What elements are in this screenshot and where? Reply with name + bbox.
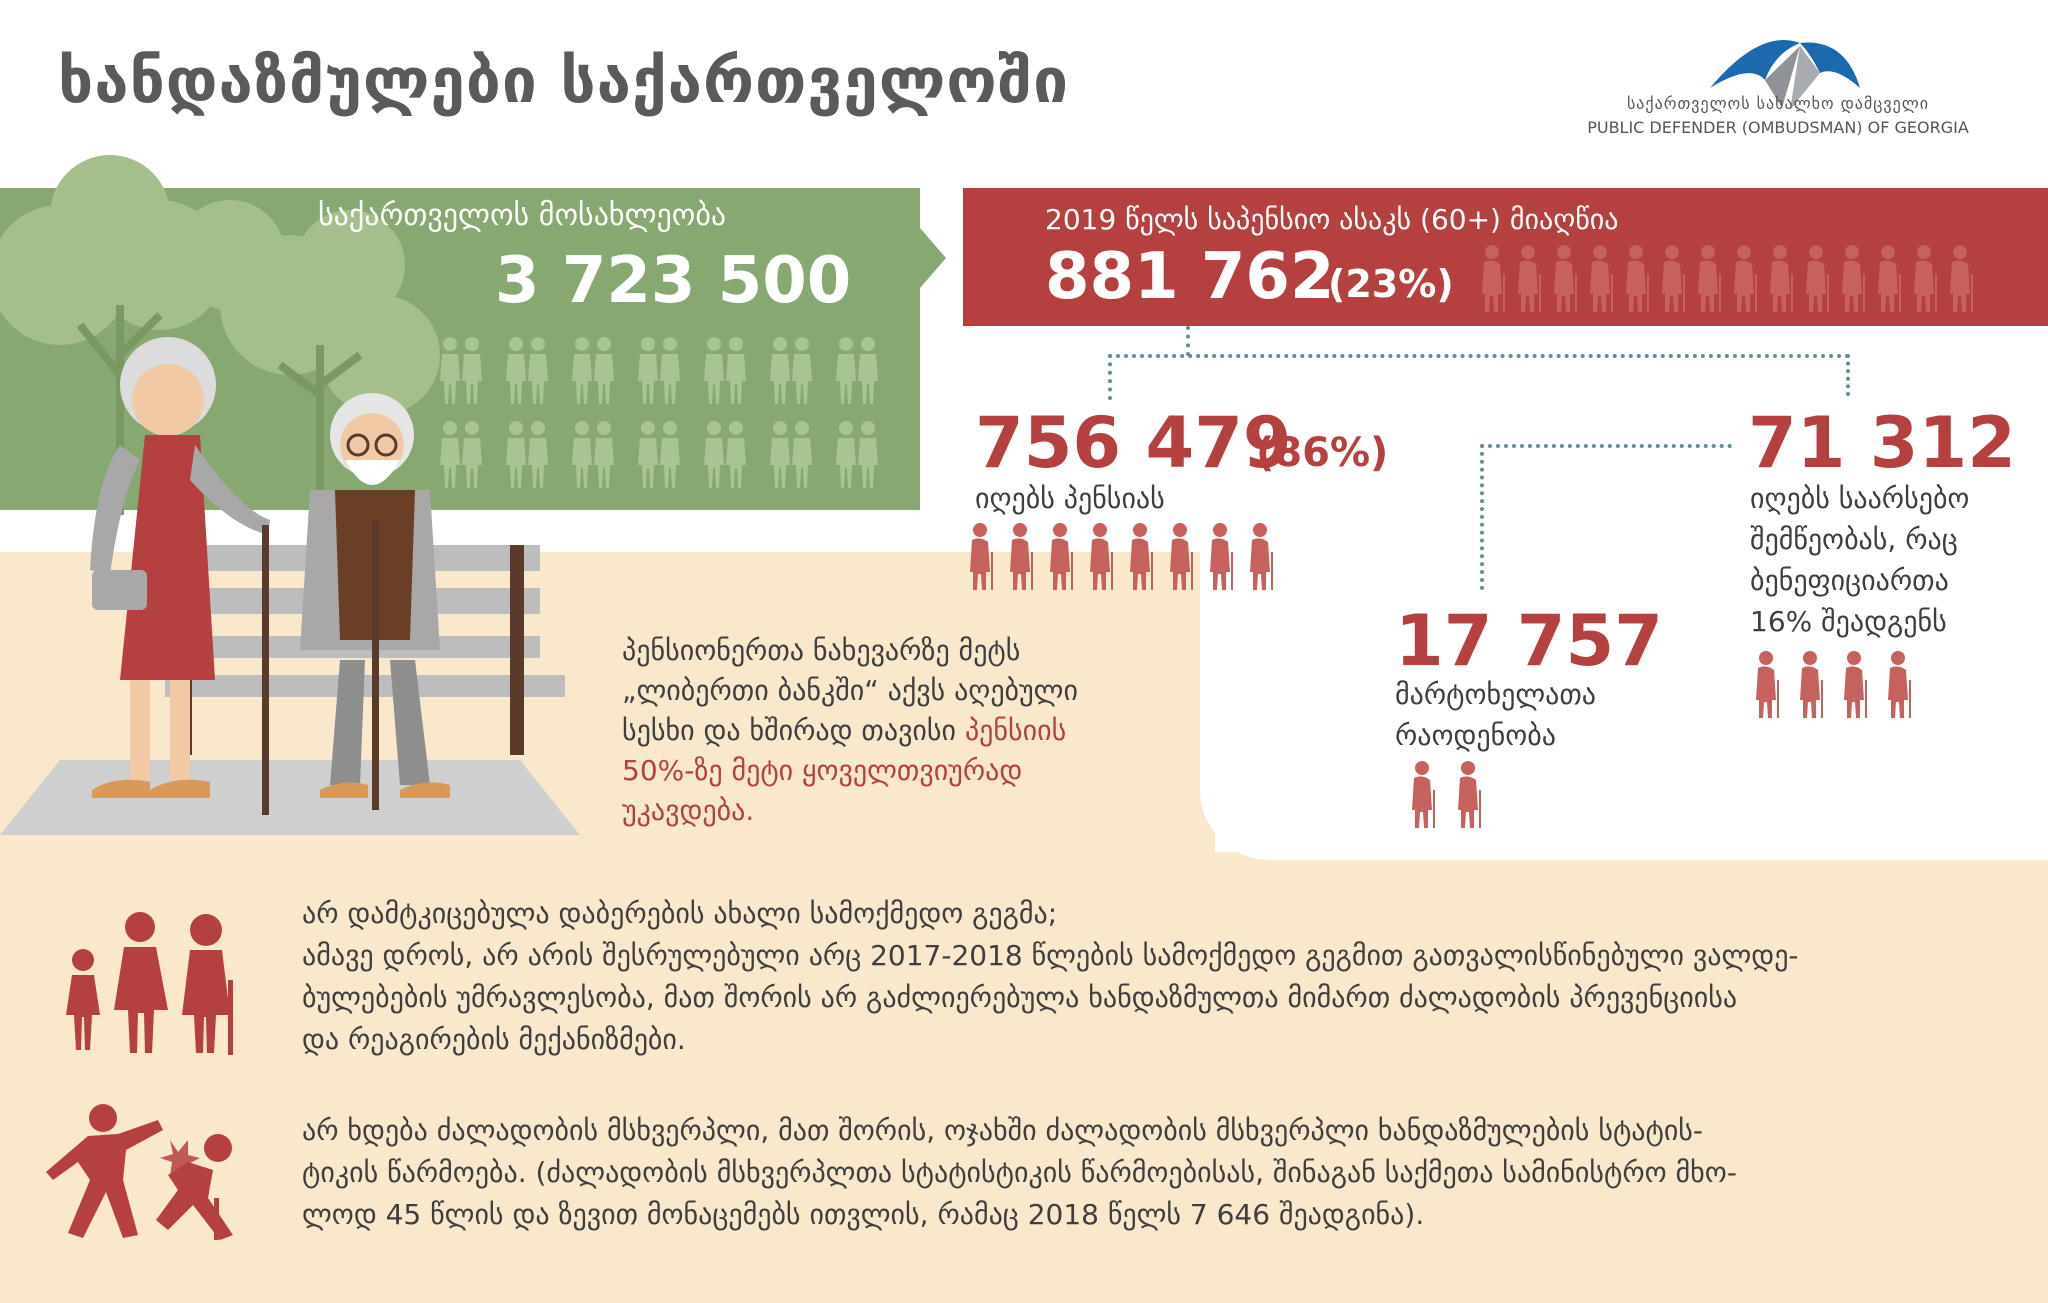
subsistence-label-line: 16% შეადგენს: [1750, 605, 1947, 638]
liberty-bank-line: პენსიონერთა ნახევარზე მეტს: [622, 634, 1021, 667]
single-elderly-label-line: მარტოხელათა: [1395, 678, 1596, 711]
liberty-bank-line: 50%-ზე მეტი ყოველთვიურად: [622, 754, 1023, 787]
subsistence-label-line: შემწეობას, რაც: [1750, 523, 1958, 556]
pension-recipients-label: იღებს პენსიას: [975, 482, 1165, 515]
logo-text-georgian: საქართველოს სახალხო დამცველი: [1626, 94, 1930, 113]
liberty-bank-highlight: პენსიის: [964, 714, 1067, 747]
elderly-person-icon-row: [1756, 651, 1911, 718]
page-title: ხანდაზმულები საქართველოში: [58, 44, 1070, 117]
single-elderly-label-line: რაოდენობა: [1395, 719, 1556, 752]
connector-line: [1480, 444, 1732, 448]
pension-age-label: 2019 წელს საპენსიო ასაკს (60+) მიაღწია: [1045, 203, 1619, 236]
pension-recipients-value: 756 479: [975, 402, 1292, 484]
subsistence-label-line: იღებს საარსებო: [1750, 482, 1970, 515]
cream-background: [0, 852, 2048, 1303]
action-plan-line: ამავე დროს, არ არის შესრულებული არც 2017…: [302, 939, 1799, 972]
elderly-couple-illustration: [0, 337, 580, 835]
elderly-person-icon-row: [970, 523, 1273, 590]
population-value: 3 723 500: [495, 244, 852, 318]
violence-line: ლოდ 45 წლის და ზევით მონაცემებს ითვლის, …: [302, 1198, 1425, 1231]
elderly-person-icon-row: [1482, 245, 1973, 312]
white-stats-area: [1200, 320, 2048, 860]
action-plan-line: და რეაგირების მექანიზმები.: [302, 1023, 686, 1056]
logo-mark: [1710, 40, 1860, 110]
family-icon: [66, 912, 233, 1055]
liberty-bank-line: სესხი და ხშირად თავისი პენსიის: [622, 711, 1078, 751]
connector-line: [1186, 326, 1190, 356]
action-plan-text: არ დამტკიცებულა დაბერების ახალი სამოქმედ…: [302, 893, 1799, 1061]
violence-statistics-text: არ ხდება ძალადობის მსხვერპლი, მათ შორის,…: [302, 1110, 1737, 1236]
connector-line: [1846, 354, 1850, 396]
single-elderly-label: მარტოხელათა რაოდენობა: [1395, 674, 1596, 756]
tree-icon: [0, 155, 440, 515]
subsistence-label-line: ბენეფიციართა: [1750, 564, 1949, 597]
violence-icon: [46, 1104, 233, 1240]
violence-line: ტიკის წარმოება. (ძალადობის მსხვერპლთა სტ…: [302, 1156, 1737, 1189]
pension-age-value: 881 762: [1045, 240, 1335, 314]
liberty-bank-line: უკავდება.: [622, 794, 755, 827]
connector-line: [1480, 444, 1484, 590]
panel-arrow: [920, 228, 946, 288]
connector-line: [1108, 354, 1112, 400]
subsistence-label: იღებს საარსებო შემწეობას, რაც ბენეფიციარ…: [1750, 478, 1969, 642]
connector-line: [1108, 354, 1850, 358]
pension-age-percent: (23%): [1328, 262, 1454, 306]
violence-line: არ ხდება ძალადობის მსხვერპლი, მათ შორის,…: [302, 1114, 1704, 1147]
liberty-bank-note: პენსიონერთა ნახევარზე მეტს „ლიბერთი ბანკ…: [622, 631, 1078, 831]
pension-age-panel: [963, 188, 2048, 326]
pension-recipients-percent: (86%): [1256, 430, 1389, 476]
population-label: საქართველოს მოსახლეობა: [318, 198, 727, 233]
action-plan-line: ბულებების უმრავლესობა, მათ შორის არ გაძლ…: [302, 981, 1738, 1014]
action-plan-line: არ დამტკიცებულა დაბერების ახალი სამოქმედ…: [302, 897, 1058, 930]
liberty-bank-text: სესხი და ხშირად თავისი: [622, 714, 965, 747]
subsistence-value: 71 312: [1748, 402, 2016, 484]
single-elderly-value: 17 757: [1395, 600, 1663, 682]
logo-text-english: PUBLIC DEFENDER (OMBUDSMAN) OF GEORGIA: [1587, 118, 1969, 137]
elderly-person-icon-row: [1412, 761, 1481, 828]
liberty-bank-line: „ლიბერთი ბანკში“ აქვს აღებული: [622, 674, 1078, 707]
